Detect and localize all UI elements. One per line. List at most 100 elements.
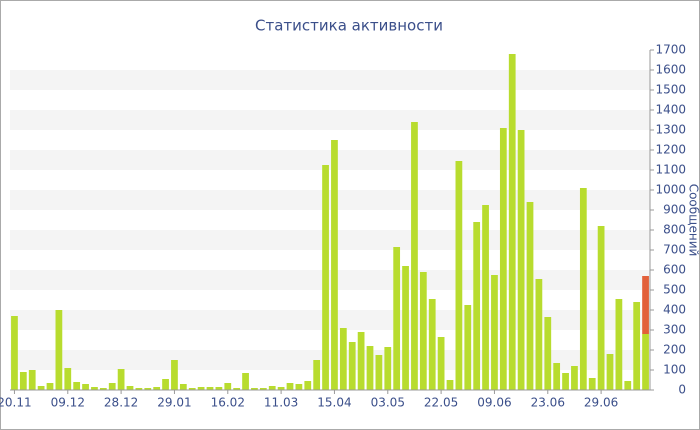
bar <box>251 388 258 390</box>
bar <box>544 317 552 390</box>
bar <box>46 383 54 390</box>
bar <box>339 328 347 390</box>
bar <box>259 388 267 390</box>
bar <box>37 386 45 390</box>
bar <box>499 128 507 390</box>
bar <box>588 378 596 390</box>
y-tick-label: 1700 <box>655 43 686 57</box>
bar <box>357 332 365 390</box>
bar <box>99 388 107 390</box>
y-tick-label: 800 <box>663 223 686 237</box>
bar <box>233 388 241 390</box>
bar <box>64 368 72 390</box>
bar <box>597 226 605 390</box>
bar <box>491 275 498 390</box>
bar <box>73 382 81 390</box>
bar <box>393 247 401 390</box>
y-tick-label: 1200 <box>655 143 686 157</box>
bar <box>313 360 321 390</box>
bar <box>517 130 525 390</box>
bar <box>91 387 98 390</box>
bar <box>508 54 516 390</box>
grid-band <box>10 190 650 210</box>
y-axis-label: Сообщений <box>687 184 700 257</box>
bar <box>171 360 178 390</box>
x-tick-label: 28.12 <box>104 396 138 410</box>
bar <box>242 373 249 390</box>
bar <box>482 205 489 390</box>
bar <box>464 305 472 390</box>
bar <box>615 299 623 390</box>
bar <box>375 355 383 390</box>
grid-band <box>10 70 650 90</box>
bar <box>126 386 134 390</box>
bar <box>642 334 649 390</box>
x-tick-label: 22.05 <box>424 396 458 410</box>
bar <box>348 342 356 390</box>
bar <box>402 266 409 390</box>
x-tick-label: 09.06 <box>477 396 511 410</box>
bar <box>446 380 454 390</box>
y-tick-label: 1500 <box>655 83 686 97</box>
bar <box>562 373 569 390</box>
bar <box>179 384 187 390</box>
x-tick-label: 23.06 <box>531 396 565 410</box>
x-tick-label: 09.12 <box>51 396 85 410</box>
y-tick-label: 200 <box>663 343 686 357</box>
x-tick-label: 03.05 <box>371 396 405 410</box>
bar <box>331 140 338 390</box>
bar <box>19 372 27 390</box>
bar <box>384 347 392 390</box>
grid-band <box>10 270 650 290</box>
grid-band <box>10 310 650 330</box>
bar <box>553 363 561 390</box>
y-tick-label: 600 <box>663 263 686 277</box>
bar <box>206 387 214 390</box>
bar <box>188 388 196 390</box>
bar <box>366 346 374 390</box>
x-tick-label: 29.06 <box>584 396 618 410</box>
bar <box>526 202 534 390</box>
y-tick-label: 100 <box>663 363 686 377</box>
bar <box>108 383 116 390</box>
bar <box>304 381 312 390</box>
bar <box>117 369 125 390</box>
y-tick-label: 700 <box>663 243 686 257</box>
bar <box>153 387 161 390</box>
bar <box>295 384 303 390</box>
bar <box>268 386 276 390</box>
bar <box>135 388 143 390</box>
grid-band <box>10 150 650 170</box>
bar <box>197 387 205 390</box>
bar <box>642 276 649 334</box>
chart-title: Статистика активности <box>255 17 443 35</box>
bar <box>82 384 89 390</box>
y-tick-label: 1600 <box>655 63 686 77</box>
bar <box>455 161 463 390</box>
y-tick-label: 0 <box>678 383 686 397</box>
x-tick-label: 20.11 <box>0 396 32 410</box>
bar <box>571 366 578 390</box>
y-tick-label: 400 <box>663 303 686 317</box>
bar <box>224 383 232 390</box>
x-tick-label: 11.03 <box>264 396 298 410</box>
y-tick-label: 1400 <box>655 103 686 117</box>
bar <box>473 222 481 390</box>
bar <box>277 387 285 390</box>
y-tick-label: 500 <box>663 283 686 297</box>
bar <box>535 279 543 390</box>
bar <box>55 310 63 390</box>
grid-band <box>10 230 650 250</box>
grid-band <box>10 110 650 130</box>
bar <box>322 165 329 390</box>
x-tick-label: 16.02 <box>211 396 245 410</box>
bar <box>11 316 18 390</box>
bar <box>286 383 294 390</box>
x-tick-label: 15.04 <box>317 396 351 410</box>
bar <box>428 299 436 390</box>
bar <box>162 379 169 390</box>
bar <box>579 188 587 390</box>
y-tick-label: 1100 <box>655 163 686 177</box>
bar <box>28 370 36 390</box>
